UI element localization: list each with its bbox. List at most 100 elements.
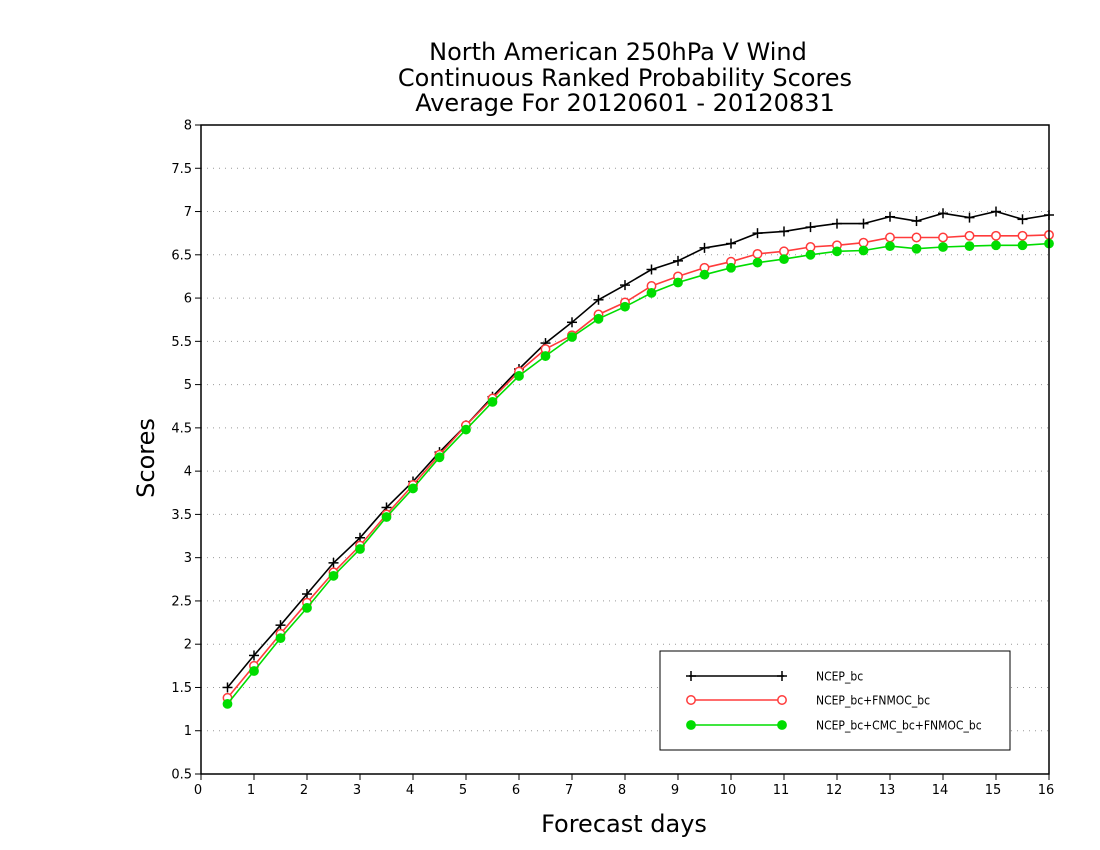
legend-label: NCEP_bc [816, 670, 863, 684]
series-3-point [699, 269, 710, 280]
series-3 [222, 238, 1054, 709]
series-3-point [355, 544, 365, 554]
x-tick-label: 5 [459, 783, 467, 798]
series-2-point [752, 248, 763, 259]
series-3-point [646, 287, 657, 298]
series-1-point [275, 620, 286, 631]
y-tick-label: 1.5 [171, 681, 192, 696]
y-tick-label: 4 [184, 465, 192, 480]
series-1-point [673, 255, 683, 266]
x-axis-ticks: 0 1 2 3 4 5 6 7 8 9 10 11 12 13 14 15 16 [194, 774, 1054, 798]
series-3-point [461, 424, 471, 435]
series-3-point [275, 633, 286, 644]
series-2-point [1017, 230, 1028, 241]
series-3-point [991, 240, 1001, 251]
series-1-point [567, 317, 577, 328]
series-1-point [832, 218, 842, 229]
y-tick-label: 2.5 [171, 594, 192, 609]
series-layer [222, 206, 1054, 709]
x-tick-label: 15 [985, 783, 1002, 798]
series-3-point [832, 246, 842, 257]
series-3-point [487, 397, 498, 407]
series-3-point [964, 241, 975, 252]
series-1 [222, 206, 1054, 693]
x-axis-title: Forecast days [541, 810, 707, 838]
series-3-point [381, 512, 392, 522]
y-tick-label: 5 [184, 378, 192, 393]
y-gridlines [201, 167, 1049, 732]
series-3-point [805, 249, 816, 260]
y-tick-label: 3.5 [171, 508, 192, 523]
series-1-point [964, 212, 975, 223]
legend: NCEP_bc NCEP_bc+FNMOC_bc NCEP_bc+CMC_bc+FN… [659, 650, 1011, 751]
series-3-point [752, 257, 763, 268]
legend-marker-end [777, 720, 787, 730]
series-2 [222, 229, 1054, 703]
series-1-point [699, 242, 710, 253]
series-1-point [805, 222, 816, 233]
series-3-point [911, 243, 922, 254]
series-1-point [779, 226, 789, 237]
y-tick-label: 0.5 [171, 768, 192, 783]
series-1-point [222, 682, 233, 693]
series-3-line [226, 242, 1050, 705]
y-tick-label: 5.5 [171, 335, 192, 350]
legend-entry-3: NCEP_bc+CMC_bc+FNMOC_bc [686, 719, 982, 733]
series-3-point [673, 277, 683, 288]
series-1-point [328, 557, 339, 568]
series-3-point [222, 699, 233, 709]
series-1-line [226, 210, 1050, 689]
series-1-point [938, 208, 948, 219]
series-1-point [752, 228, 763, 239]
series-3-point [434, 452, 445, 463]
legend-entry-2: NCEP_bc+FNMOC_bc [686, 694, 930, 708]
legend-label: NCEP_bc+CMC_bc+FNMOC_bc [816, 719, 982, 733]
series-2-line [226, 234, 1050, 699]
x-tick-label: 7 [565, 783, 573, 798]
legend-marker-start [686, 695, 696, 705]
series-3-point [885, 241, 895, 252]
series-2-point [991, 230, 1001, 241]
series-1-point [646, 264, 657, 275]
legend-label: NCEP_bc+FNMOC_bc [816, 694, 930, 708]
x-tick-label: 16 [1038, 783, 1055, 798]
series-1-point [302, 589, 312, 600]
chart-title-line-3: Average For 20120601 - 20120831 [415, 89, 835, 117]
series-3-point [540, 351, 551, 361]
y-tick-label: 1 [184, 724, 192, 739]
series-1-point [726, 238, 736, 249]
x-tick-label: 1 [247, 783, 255, 798]
series-3-point [567, 332, 577, 342]
series-3-point [593, 313, 604, 324]
legend-marker-end [777, 695, 787, 705]
x-tick-label: 3 [353, 783, 361, 798]
y-tick-label: 6 [184, 292, 192, 307]
chart-title: North American 250hPa V Wind Continuous … [398, 38, 852, 117]
y-axis-title: Scores [132, 418, 160, 498]
x-tick-label: 6 [512, 783, 520, 798]
series-1-point [991, 206, 1001, 217]
x-tick-label: 4 [406, 783, 414, 798]
series-3-point [779, 254, 789, 265]
series-1-point [249, 650, 259, 661]
series-1-point [885, 211, 895, 222]
legend-marker-start [686, 720, 696, 730]
series-1-point [911, 216, 922, 227]
y-tick-label: 4.5 [171, 421, 192, 436]
x-tick-label: 9 [671, 783, 679, 798]
series-2-point [938, 232, 948, 243]
series-3-point [408, 483, 418, 494]
series-2-point [964, 230, 975, 241]
x-tick-label: 12 [826, 783, 843, 798]
series-1-point [1017, 214, 1028, 225]
series-1-point [620, 280, 630, 291]
series-3-point [328, 570, 339, 581]
y-tick-label: 7.5 [171, 162, 192, 177]
y-tick-label: 8 [184, 119, 192, 134]
series-3-point [514, 371, 524, 381]
series-3-point [1017, 240, 1028, 251]
series-1-point [858, 218, 869, 229]
series-3-point [726, 262, 736, 273]
x-tick-label: 14 [932, 783, 949, 798]
y-axis-ticks: 0.5 1 1.5 2 2.5 3 3.5 4 4.5 5 5.5 6 6.5 7 7.5 8 [171, 119, 201, 783]
